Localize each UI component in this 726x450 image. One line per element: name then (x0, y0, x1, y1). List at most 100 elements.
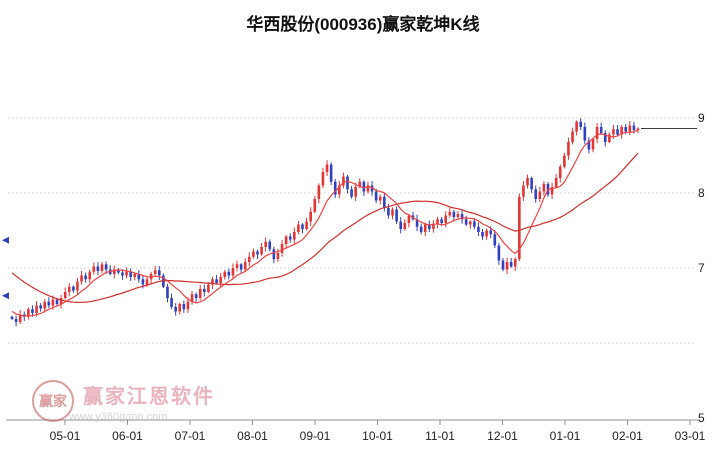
candle-body (485, 230, 488, 237)
left-edge-marker (2, 236, 9, 244)
candle-body (51, 299, 55, 306)
candle-body (518, 196, 521, 259)
candle-body (366, 185, 370, 192)
candle-body (550, 187, 554, 195)
candle-body (88, 271, 92, 280)
candle-body (428, 224, 431, 229)
candle-body (301, 224, 304, 229)
candle-body (542, 184, 546, 192)
candle-body (350, 189, 353, 197)
candle-body (18, 314, 22, 322)
y-tick-label: 7 (698, 261, 705, 275)
candle-body (538, 191, 542, 199)
candle-body (157, 270, 161, 276)
candle-body (84, 275, 87, 280)
candle-body (219, 277, 222, 283)
x-tick-label: 01-01 (550, 429, 581, 443)
candle-body (456, 214, 460, 217)
candle-body (628, 125, 632, 132)
candle-body (96, 266, 100, 271)
candle-body (121, 272, 124, 276)
candle-body (194, 294, 198, 298)
candle-body (387, 208, 390, 216)
candle-body (100, 264, 104, 271)
candle-body (595, 127, 599, 139)
candle-body (63, 292, 67, 298)
candle-body (468, 221, 472, 225)
x-tick-label: 11-01 (425, 429, 455, 443)
candle-body (612, 129, 615, 135)
candle-body (166, 286, 169, 298)
x-tick-label: 10-01 (362, 429, 393, 443)
candle-body (583, 127, 587, 141)
candle-body (513, 259, 517, 267)
candle-body (579, 121, 583, 127)
candle-body (378, 196, 382, 201)
candle-body (567, 142, 570, 156)
candle-body (608, 134, 611, 142)
candle-body (325, 164, 329, 172)
candle-body (403, 223, 407, 229)
candle-body (452, 211, 456, 217)
x-tick-label: 02-01 (612, 429, 643, 443)
candle-body (92, 266, 96, 272)
candle-body (587, 140, 591, 150)
candle-body (448, 211, 452, 216)
candle-body (117, 269, 120, 273)
candle-body (297, 224, 300, 232)
candle-body (104, 264, 108, 270)
candle-body (182, 304, 186, 310)
candle-body (432, 224, 435, 229)
candle-body (125, 271, 128, 276)
candle-body (39, 305, 42, 309)
candle-body (112, 269, 116, 274)
candle-body (571, 131, 574, 142)
candle-body (321, 172, 325, 186)
candle-body (497, 245, 501, 261)
candle-body (264, 241, 267, 247)
y-tick-label: 9 (698, 111, 705, 125)
candle-body (31, 309, 34, 313)
candle-body (477, 226, 480, 232)
candle-body (190, 294, 194, 302)
candle-body (501, 260, 505, 270)
candle-body (338, 185, 341, 195)
candle-body (346, 176, 349, 190)
candle-body (419, 226, 423, 232)
candle-body (137, 274, 141, 280)
candle-body (256, 251, 259, 255)
candle-body (223, 271, 227, 277)
candle-body (43, 301, 47, 309)
candle-body (67, 286, 71, 292)
candle-body (493, 234, 497, 246)
candle-body (248, 256, 251, 262)
left-edge-marker (2, 292, 9, 300)
candle-body (207, 284, 210, 292)
candle-body (76, 281, 79, 291)
candle-body (509, 262, 513, 267)
candle-body (317, 185, 321, 199)
candle-body (534, 189, 538, 199)
candle-body (133, 274, 137, 277)
candle-body (624, 127, 628, 132)
candle-body (268, 241, 272, 250)
candle-body (272, 249, 276, 259)
candle-body (632, 125, 636, 130)
x-tick-label: 08-01 (237, 429, 268, 443)
candle-body (423, 224, 427, 232)
candle-body (211, 279, 214, 285)
y-tick-label: 5 (698, 411, 705, 425)
candle-body (526, 178, 529, 186)
candle-body (522, 185, 525, 197)
y-tick-label: 8 (698, 186, 705, 200)
candle-body (460, 214, 464, 220)
candle-body (391, 209, 394, 216)
candle-body (55, 299, 59, 304)
candle-body (276, 253, 280, 259)
candle-body (603, 133, 607, 142)
candle-body (235, 264, 239, 268)
candle-body (141, 279, 145, 285)
candle-body (145, 279, 149, 285)
